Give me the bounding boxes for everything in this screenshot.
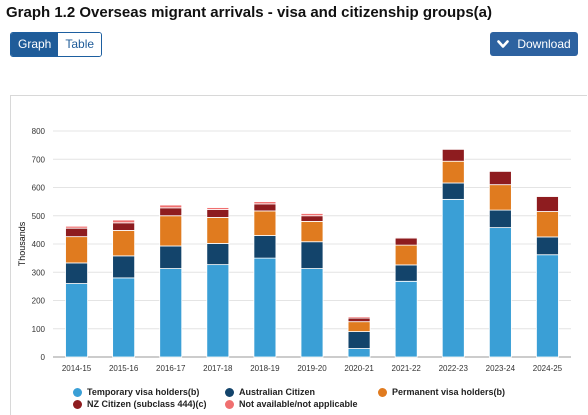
x-tick-label: 2014-15 xyxy=(62,364,92,373)
bar-segment-australian xyxy=(536,236,559,256)
chart-frame xyxy=(10,95,587,415)
bar-segment-temporary xyxy=(488,227,512,358)
chevron-down-icon xyxy=(497,39,510,48)
bar-segment-nz xyxy=(112,222,136,231)
bar-segment-temporary xyxy=(394,280,418,358)
bar-segment-permanent xyxy=(112,230,136,257)
bar-segment-nz xyxy=(347,317,371,323)
bar-segment-temporary xyxy=(65,283,88,358)
legend-label: Temporary visa holders(b) xyxy=(87,387,200,397)
legend-label: Permanent visa holders(b) xyxy=(392,387,506,397)
y-tick-label: 600 xyxy=(32,184,46,193)
bar-segment-australian xyxy=(300,241,324,269)
bar-segment-permanent xyxy=(347,321,371,332)
download-button[interactable]: Download xyxy=(490,32,578,56)
y-tick-label: 500 xyxy=(32,212,46,221)
bar-segment-nz xyxy=(65,227,88,238)
bar-segment-not_available xyxy=(206,207,230,210)
bar-segment-nz xyxy=(488,170,512,186)
bar-segment-temporary xyxy=(347,348,371,358)
bar-segment-australian xyxy=(441,182,465,200)
bar-segment-not_available xyxy=(300,213,324,217)
bar-segment-permanent xyxy=(159,215,183,247)
bar-segment-australian xyxy=(394,264,418,282)
bar-segment-temporary xyxy=(300,268,324,358)
x-tick-label: 2016-17 xyxy=(156,364,186,373)
legend-item-australian[interactable]: Australian Citizen xyxy=(225,387,315,397)
bar-segment-australian xyxy=(488,209,512,229)
legend-swatch xyxy=(225,399,234,409)
bar-segment-nz xyxy=(206,209,230,218)
bar-segment-nz xyxy=(441,148,465,162)
bar-segment-nz xyxy=(300,215,324,222)
x-tick-label: 2017-18 xyxy=(203,364,233,373)
y-tick-label: 800 xyxy=(32,127,46,136)
view-toggle: Graph Table xyxy=(10,32,103,57)
y-tick-label: 200 xyxy=(32,297,46,306)
bar-segment-permanent xyxy=(441,160,465,184)
legend-swatch xyxy=(378,387,387,397)
bar-segment-not_available xyxy=(253,201,277,205)
bar-segment-permanent xyxy=(206,217,230,244)
x-tick-label: 2020-21 xyxy=(344,364,374,373)
bar-segment-nz xyxy=(159,207,183,217)
bar-segment-australian xyxy=(347,331,371,349)
bar-segment-australian xyxy=(65,262,88,284)
bar-segment-not_available xyxy=(65,225,88,229)
legend-item-temporary[interactable]: Temporary visa holders(b) xyxy=(73,387,199,397)
bar-segment-temporary xyxy=(112,277,136,358)
bar-segment-nz xyxy=(536,196,559,212)
legend-label: Not available/not applicable xyxy=(239,399,358,409)
y-tick-label: 0 xyxy=(41,353,46,362)
bar-segment-australian xyxy=(253,235,277,259)
x-tick-label: 2021-22 xyxy=(392,364,422,373)
bar-segment-temporary xyxy=(206,264,230,358)
page-title: Graph 1.2 Overseas migrant arrivals - vi… xyxy=(6,4,493,21)
bar-segment-permanent xyxy=(65,236,88,264)
download-label: Download xyxy=(517,37,571,51)
bar-segment-permanent xyxy=(488,184,512,211)
legend-label: Australian Citizen xyxy=(239,387,316,397)
bar-segment-permanent xyxy=(536,211,559,238)
legend-label: NZ Citizen (subclass 444)(c) xyxy=(87,399,207,409)
legend-item-permanent[interactable]: Permanent visa holders(b) xyxy=(378,387,505,397)
bar-segment-not_available xyxy=(112,219,136,224)
legend-item-not_available[interactable]: Not available/not applicable xyxy=(225,399,358,409)
bar-segment-temporary xyxy=(536,254,559,358)
y-tick-label: 100 xyxy=(32,325,46,334)
bar-segment-nz xyxy=(394,237,418,246)
graph-tab[interactable]: Graph xyxy=(11,33,59,56)
bar-segment-permanent xyxy=(253,210,277,236)
legend-swatch xyxy=(225,387,234,397)
bar-segment-not_available xyxy=(394,236,418,239)
x-tick-label: 2018-19 xyxy=(250,364,280,373)
legend-item-nz[interactable]: NZ Citizen (subclass 444)(c) xyxy=(73,399,207,409)
bar-segment-australian xyxy=(159,245,183,269)
x-tick-label: 2022-23 xyxy=(439,364,469,373)
x-tick-label: 2019-20 xyxy=(297,364,327,373)
legend-swatch xyxy=(73,387,82,397)
x-tick-label: 2024-25 xyxy=(533,364,563,373)
y-axis-label: Thousands xyxy=(17,221,27,266)
bar-segment-temporary xyxy=(159,268,183,358)
x-tick-label: 2015-16 xyxy=(109,364,139,373)
bar-segment-nz xyxy=(253,203,277,212)
y-tick-label: 700 xyxy=(32,155,46,164)
bar-segment-permanent xyxy=(300,220,324,243)
bar-segment-not_available xyxy=(159,204,183,209)
y-tick-label: 300 xyxy=(32,268,46,277)
bar-segment-temporary xyxy=(253,257,277,358)
bar-segment-australian xyxy=(112,255,136,279)
bar-segment-permanent xyxy=(394,244,418,266)
bar-segment-australian xyxy=(206,243,230,266)
table-tab[interactable]: Table xyxy=(58,33,102,56)
x-tick-label: 2023-24 xyxy=(486,364,516,373)
bar-segment-temporary xyxy=(441,198,465,358)
y-tick-label: 400 xyxy=(32,240,46,249)
bar-segment-not_available xyxy=(347,316,371,319)
legend-swatch xyxy=(73,399,82,409)
